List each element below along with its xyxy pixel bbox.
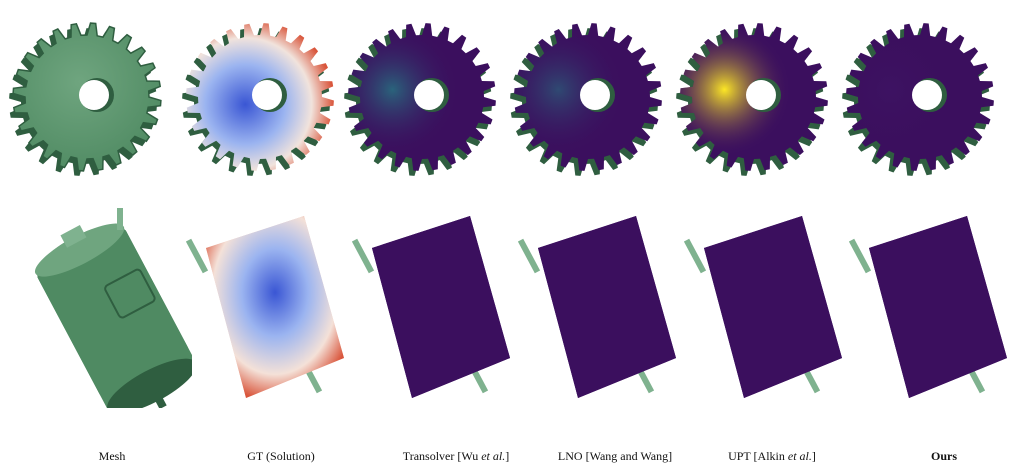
caption-ours: Ours xyxy=(930,449,957,463)
caption-transolver: Transolver [Wu et al.] xyxy=(402,449,510,463)
motor-lno xyxy=(518,208,688,408)
motor-ours xyxy=(849,208,1019,408)
gear-lno xyxy=(506,5,676,205)
gear-mesh xyxy=(5,5,175,205)
caption-mesh: Mesh xyxy=(98,449,126,463)
motor-mesh xyxy=(22,208,192,408)
motor-transolver xyxy=(352,208,522,408)
caption-lno: LNO [Wang and Wang] xyxy=(557,449,673,463)
motor-upt xyxy=(684,208,854,408)
motor-gt xyxy=(186,208,356,408)
gear-ours xyxy=(838,5,1008,205)
gear-transolver xyxy=(340,5,510,205)
caption-gt: GT (Solution) xyxy=(247,449,315,463)
gear-upt xyxy=(672,5,842,205)
gear-gt xyxy=(178,5,348,205)
caption-upt: UPT [Alkin et al.] xyxy=(728,449,816,463)
